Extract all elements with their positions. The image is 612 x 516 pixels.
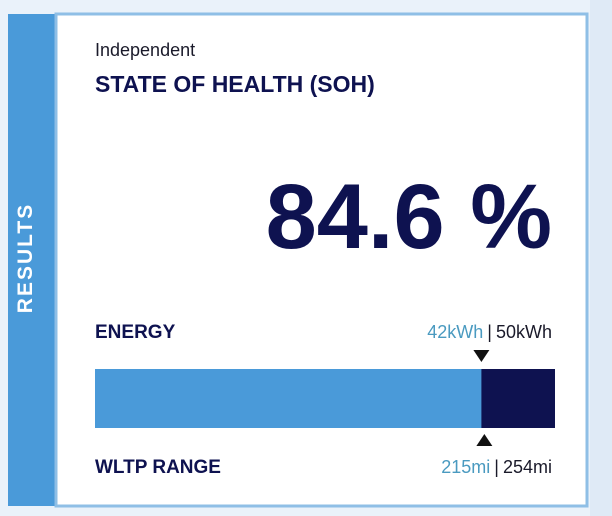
range-values: 215mi | 254mi bbox=[441, 457, 552, 477]
energy-total: 50kWh bbox=[496, 322, 552, 342]
sidebar bbox=[8, 14, 56, 506]
range-current: 215mi bbox=[441, 457, 490, 477]
soh-value: 84.6 % bbox=[266, 166, 552, 268]
title: STATE OF HEALTH (SOH) bbox=[95, 71, 375, 97]
separator: | bbox=[494, 457, 499, 477]
separator: | bbox=[487, 322, 492, 342]
range-total: 254mi bbox=[503, 457, 552, 477]
energy-marker bbox=[473, 350, 490, 362]
energy-values: 42kWh | 50kWh bbox=[427, 322, 552, 342]
energy-label: ENERGY bbox=[95, 322, 176, 343]
range-marker bbox=[476, 434, 493, 446]
range-label: WLTP RANGE bbox=[95, 457, 221, 478]
subtitle: Independent bbox=[95, 40, 195, 60]
energy-current: 42kWh bbox=[427, 322, 483, 342]
sidebar-label: RESULTS bbox=[14, 203, 37, 313]
remaining-bar bbox=[95, 369, 482, 428]
background-edge bbox=[590, 0, 612, 516]
